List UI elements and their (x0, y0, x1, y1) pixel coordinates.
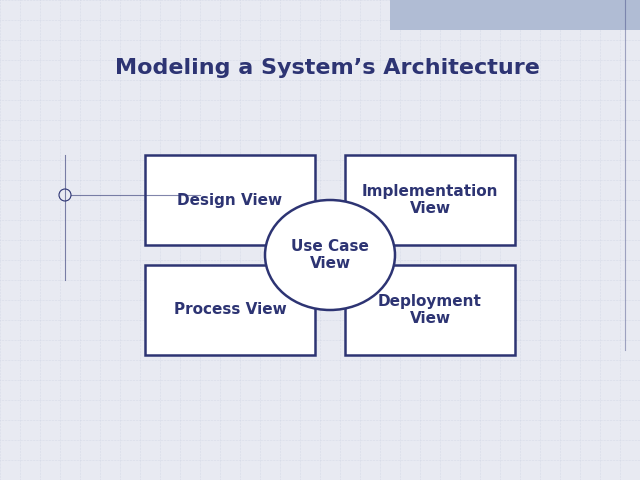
Bar (390, 0, 640, 30)
Text: Implementation
View: Implementation View (362, 184, 499, 216)
Text: Modeling a System’s Architecture: Modeling a System’s Architecture (115, 58, 540, 78)
Text: Process View: Process View (173, 302, 286, 317)
Text: Use Case
View: Use Case View (291, 239, 369, 271)
FancyBboxPatch shape (345, 265, 515, 355)
FancyBboxPatch shape (145, 155, 315, 245)
FancyBboxPatch shape (345, 155, 515, 245)
Text: Design View: Design View (177, 192, 283, 207)
Ellipse shape (265, 200, 395, 310)
Text: Deployment
View: Deployment View (378, 294, 482, 326)
FancyBboxPatch shape (145, 265, 315, 355)
